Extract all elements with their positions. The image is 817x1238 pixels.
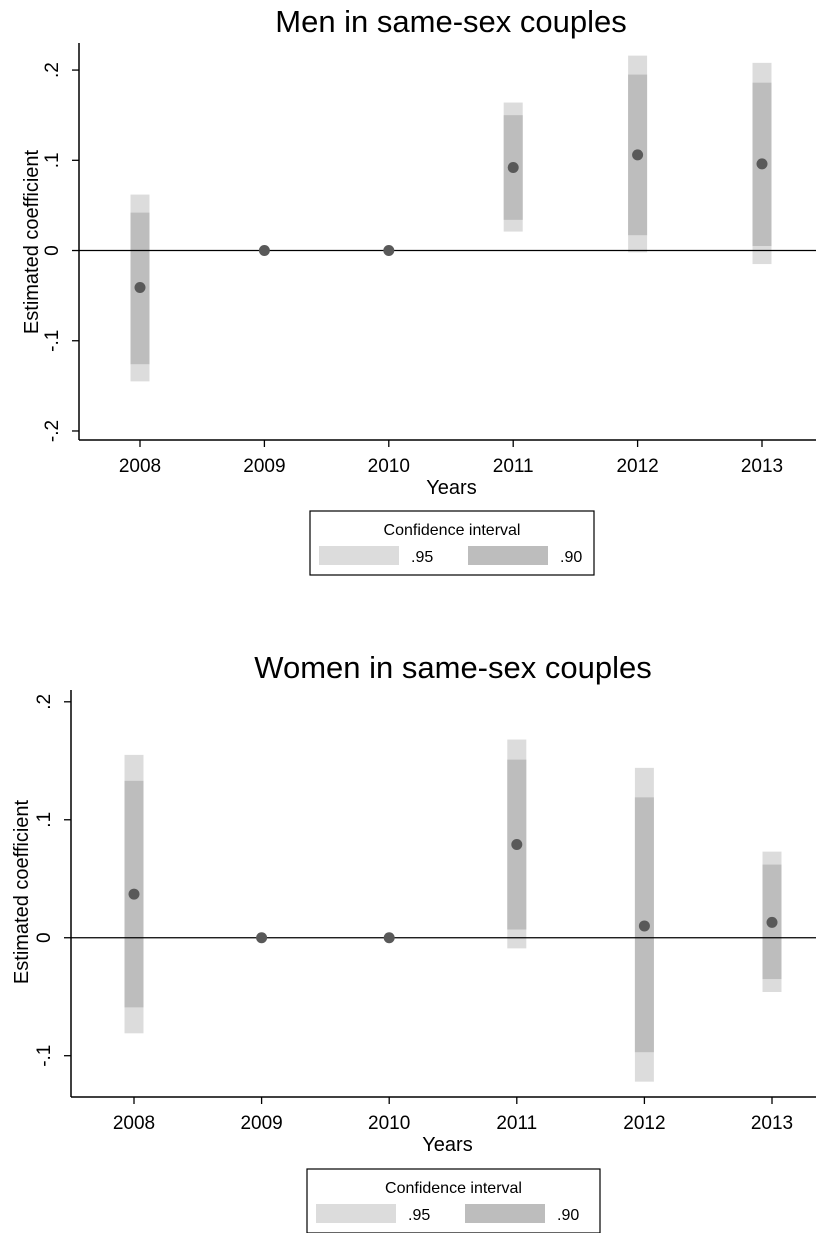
x-tick-label: 2011 — [496, 1113, 537, 1134]
point-estimate — [256, 932, 268, 944]
x-tick-label: 2011 — [493, 456, 534, 477]
chart-panel-2: Women in same-sex couples -.1 0 .1 .2 2008 200… — [11, 650, 816, 1234]
legend-title: Confidence interval — [385, 1180, 522, 1197]
y-axis-title: Estimated coefficient — [11, 799, 33, 984]
x-axis-title: Years — [426, 477, 476, 499]
chart-panel-1: Men in same-sex couples -.2 -.1 0 .1 .2 2008 20… — [21, 4, 816, 576]
y-tick-label: -.1 — [34, 1045, 55, 1067]
point-estimate — [507, 162, 519, 174]
x-tick-label: 2009 — [240, 1113, 282, 1134]
x-tick-label: 2008 — [113, 1113, 155, 1134]
point-estimate — [134, 282, 146, 294]
legend-label: .95 — [411, 549, 433, 566]
x-tick-label: 2008 — [119, 456, 161, 477]
point-estimate — [632, 149, 644, 161]
point-estimate — [383, 245, 395, 257]
x-tick-label: 2013 — [741, 456, 783, 477]
y-tick-label: .1 — [42, 152, 63, 168]
y-tick-label: 0 — [34, 932, 55, 943]
legend-title: Confidence interval — [384, 522, 521, 539]
x-tick-label: 2009 — [243, 456, 285, 477]
point-estimate — [383, 932, 395, 944]
legend: Confidence interval .95 .90 — [309, 510, 595, 576]
y-tick-label: -.1 — [42, 330, 63, 352]
y-axis-title: Estimated coefficient — [21, 149, 43, 334]
x-axis-title: Years — [422, 1134, 472, 1156]
legend-label: .95 — [408, 1207, 430, 1224]
legend-swatch — [468, 546, 548, 565]
point-estimate — [638, 920, 650, 932]
y-tick-label: .1 — [34, 812, 55, 828]
x-tick-label: 2012 — [623, 1113, 665, 1134]
point-estimate — [128, 888, 140, 900]
y-tick-label: -.2 — [42, 420, 63, 442]
y-tick-label: 0 — [42, 245, 63, 256]
x-tick-label: 2012 — [616, 456, 658, 477]
legend-label: .90 — [560, 549, 582, 566]
point-estimate — [756, 158, 768, 170]
legend-swatch — [319, 546, 399, 565]
x-tick-label: 2013 — [751, 1113, 793, 1134]
y-tick-label: .2 — [42, 62, 63, 78]
point-estimate — [258, 245, 270, 257]
legend-label: .90 — [557, 1207, 579, 1224]
x-tick-label: 2010 — [368, 1113, 410, 1134]
legend: Confidence interval .95 .90 — [306, 1168, 601, 1234]
point-estimate — [511, 839, 523, 851]
legend-swatch — [316, 1204, 396, 1223]
chart-title: Women in same-sex couples — [254, 650, 651, 685]
chart-title: Men in same-sex couples — [275, 4, 627, 39]
legend-swatch — [465, 1204, 545, 1223]
point-estimate — [766, 916, 778, 928]
y-tick-label: .2 — [34, 694, 55, 710]
legend-box — [309, 510, 595, 576]
x-tick-label: 2010 — [368, 456, 410, 477]
